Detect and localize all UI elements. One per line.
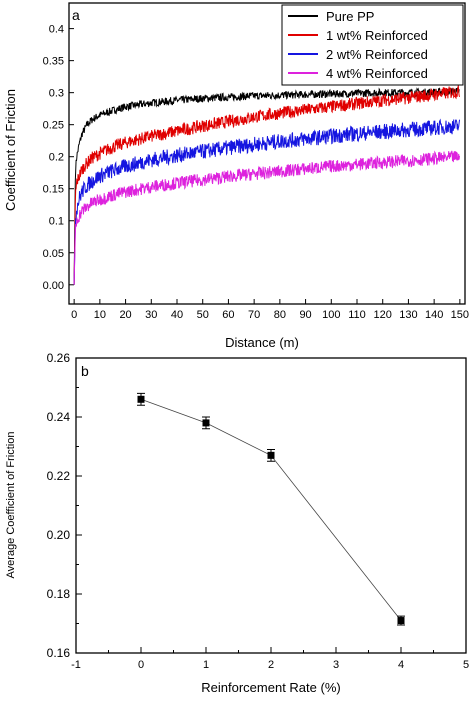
panel-a-legend-entry: 2 wt% Reinforced [326, 47, 428, 62]
panel-a-x-tick-label: 70 [248, 309, 260, 321]
panel-b-x-tick-label: 3 [333, 659, 339, 671]
panel-b-y-axis-label: Average Coefficient of Friction [5, 432, 17, 579]
panel-b-x-tick-label: 2 [268, 659, 274, 671]
panel-a-y-tick-label: 0.1 [49, 216, 64, 228]
panel-a-plot-frame [68, 2, 466, 305]
panel-a-x-tick-label: 0 [71, 309, 77, 321]
panel-a-chart: a 0 10 20 30 40 50 60 70 80 90 100 110 120 130 140 1500… [3, 2, 469, 350]
panel-b-series-line [140, 398, 402, 621]
panel-a-y-tick-label: 0.00 [43, 280, 64, 292]
panel-b-y-tick-label: 0.26 [47, 351, 71, 365]
panel-b-y-tick-label: 0.24 [47, 410, 71, 424]
panel-a-series [73, 85, 460, 285]
panel-a-x-tick-label: 130 [399, 309, 417, 321]
panel-b-data-point [397, 617, 405, 625]
panel-a-x-tick-label: 30 [145, 309, 157, 321]
panel-b-x-tick-label: 5 [463, 659, 469, 671]
panel-b-y-tick-label: 0.22 [47, 469, 71, 483]
panel-b-chart: b -1 0 1 2 3 4 5 0.16 0.18 0.20 0.22 0.24 0.26 Reinf… [5, 351, 469, 695]
panel-a-x-axis-label: Distance (m) [225, 335, 299, 350]
panel-a-x-tick-label: 50 [197, 309, 209, 321]
panel-a-series-line [73, 118, 460, 285]
panel-b-y-tick-label: 0.18 [47, 587, 71, 601]
panel-a-x-tick-label: 90 [299, 309, 311, 321]
panel-b-series [137, 392, 405, 626]
panel-a-legend-entry: 1 wt% Reinforced [326, 28, 428, 43]
panel-a-x-tick-label: 120 [374, 309, 392, 321]
panel-a-series-line [73, 150, 460, 285]
panel-a-series-line [73, 85, 460, 285]
panel-a-legend-entry: Pure PP [326, 9, 374, 24]
panel-a-y-tick-label: 0.4 [49, 24, 64, 36]
panel-b-y-tick-label: 0.20 [47, 528, 71, 542]
panel-a-y-tick-label: 0.05 [43, 248, 64, 260]
panel-a-y-tick-label: 0.15 [43, 184, 64, 196]
panel-a-legend-entry: 4 wt% Reinforced [326, 66, 428, 81]
panel-b-x-axis-label: Reinforcement Rate (%) [201, 680, 340, 695]
panel-b-plot-frame [75, 357, 467, 654]
panel-a-x-tick-label: 150 [451, 309, 469, 321]
panel-a-x-tick-label: 110 [348, 309, 366, 321]
panel-a-x-tick-label: 40 [171, 309, 183, 321]
panel-b-y-tick-label: 0.16 [47, 646, 71, 660]
panel-a-x-tick-label: 60 [222, 309, 234, 321]
panel-b-data-point [267, 451, 275, 459]
panel-b-label: b [81, 363, 89, 379]
panel-a-label: a [72, 7, 80, 23]
panel-a-x-tick-label: 20 [119, 309, 131, 321]
panel-a-ticks: 0 10 20 30 40 50 60 70 80 90 100 110 120 130 140 150 0.0… [43, 24, 469, 321]
panel-a-legend: Pure PP 1 wt% Reinforced 2 wt% Reinforced 4… [281, 4, 464, 86]
panel-a-x-tick-label: 80 [274, 309, 286, 321]
panel-a-x-tick-label: 140 [425, 309, 443, 321]
panel-b-data-point [137, 395, 145, 403]
panel-a-y-axis-label: Coefficient of Friction [3, 89, 18, 211]
panel-a-y-tick-label: 0.35 [43, 56, 64, 68]
panel-b-ticks: -1 0 1 2 3 4 5 0.16 0.18 0.20 0.22 0.24 0.26 [47, 351, 469, 671]
panel-b-x-tick-label: -1 [71, 659, 81, 671]
panel-b-x-tick-label: 0 [138, 659, 144, 671]
panel-a-x-tick-label: 10 [94, 309, 106, 321]
panel-b-data-point [202, 419, 210, 427]
panel-a-legend-box [281, 4, 464, 86]
panel-a-y-tick-label: 0.3 [49, 88, 64, 100]
panel-a-y-tick-label: 0.25 [43, 120, 64, 132]
panel-a-x-tick-label: 100 [322, 309, 340, 321]
panel-a-y-tick-label: 0.2 [49, 152, 64, 164]
panel-b-x-tick-label: 4 [398, 659, 404, 671]
panel-a-series-line [73, 87, 460, 285]
panel-b-x-tick-label: 1 [203, 659, 209, 671]
